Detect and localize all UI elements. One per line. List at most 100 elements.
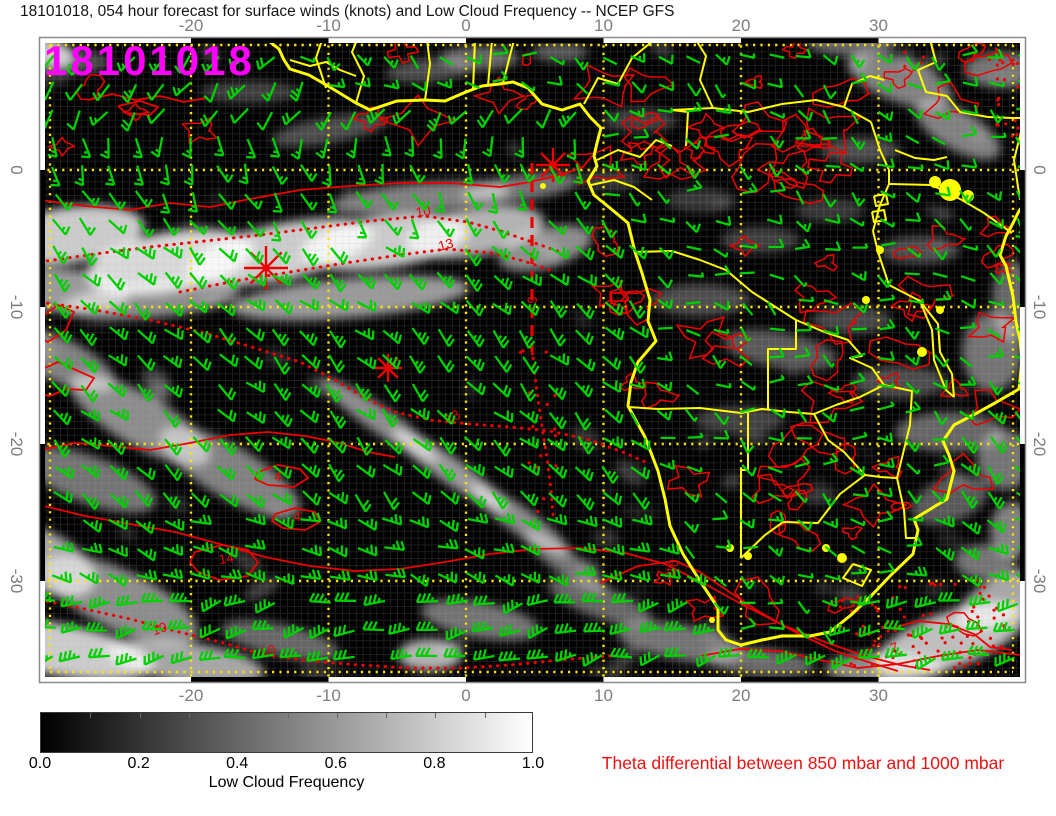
wind-barb [223,648,246,660]
wind-barb [994,653,1016,668]
wind-barb [192,329,213,344]
wind-barb [987,465,1005,485]
wind-barb [959,356,973,368]
wind-barb [851,564,868,575]
wind-barb [494,465,514,479]
wind-barb [404,136,415,158]
wind-barb [851,327,868,331]
wind-barb [187,192,199,213]
wind-barb [290,138,303,160]
wind-barb [821,597,838,608]
red-contour-squiggle [980,243,1014,269]
wind-barb [628,355,647,374]
wind-barb [203,82,219,103]
red-dot [996,98,1000,102]
wind-barb [941,649,964,662]
bottom-axis-tick-label: 20 [731,686,751,705]
red-dot [906,633,910,637]
wind-barb [663,620,686,632]
red-contour-squiggle [781,40,808,60]
top-axis-tick-label: -10 [316,16,341,35]
red-contour-squiggle [827,382,858,404]
wind-barb [628,300,646,319]
wind-barb [768,511,785,522]
wind-barb [256,111,274,131]
wind-barb [713,328,730,335]
colorbar-tick [188,713,190,718]
wind-barb [884,647,907,659]
red-dot [545,402,549,407]
red-dot [911,644,915,649]
wind-barb [685,138,702,150]
red-dot [979,629,983,633]
red-contour-squiggle [618,372,645,392]
colorbar-tick-label: 0.2 [127,755,150,772]
wind-barb [411,491,432,506]
wind-barb [383,491,401,511]
wind-barb [686,574,707,587]
wind-barb [988,569,1010,582]
wind-barb [272,273,292,287]
wind-barb [465,571,486,585]
bottom-axis-tick-label: 0 [461,686,471,705]
country-border [917,40,948,97]
red-dot [991,644,996,648]
wind-barb [65,56,82,76]
wind-barb [692,623,715,636]
wind-barb [229,107,249,124]
wind-barb [849,406,865,412]
wind-barb [632,492,651,510]
cloud-wisp [341,185,354,196]
top-axis-tick-label: -20 [178,16,204,35]
top-axis-tick-label: 20 [731,16,751,35]
wind-barb [388,622,410,636]
wind-barb [850,54,866,69]
colorbar-tick-labels: 0.0 0.2 0.4 0.6 0.8 1.0 [29,755,544,773]
wind-barb [410,407,430,421]
wind-barb [436,220,456,238]
wind-barb [164,518,185,532]
wind-barb [167,619,190,630]
wind-barb [354,328,375,341]
wind-barb [986,244,1002,258]
wind-barb [356,407,376,421]
wind-barb [713,601,730,616]
wind-barb [108,219,128,235]
wind-barb [271,165,289,186]
wind-barb [494,355,513,373]
wind-barb [385,567,407,579]
red-contour-squiggle [121,102,152,122]
wind-barb [768,347,785,359]
cloud-blob [523,531,607,593]
wind-barb [742,302,754,316]
cloud-wisp [593,528,620,549]
wind-barb [769,574,786,586]
wind-barb [574,191,592,210]
red-contour [270,507,322,531]
wind-barb [960,462,981,477]
country-border [870,121,890,232]
wind-barb [411,301,432,315]
cloud-wisp [858,444,876,462]
wind-barb [714,84,727,99]
red-dot [902,615,906,619]
wind-barb [162,354,183,369]
wind-barb [575,565,597,577]
wind-barb [87,647,110,659]
wind-barb [632,514,653,526]
wind-barb [381,136,392,157]
wind-barb [849,372,866,385]
wind-barb [148,54,167,73]
wind-barb [988,81,1005,88]
contour-label: 4 [293,509,301,524]
wind-barb [192,355,212,372]
wind-barb [493,410,514,423]
wind-barb [821,411,838,423]
wind-barb [989,436,1008,454]
wind-barb [851,72,868,85]
wind-barb [329,410,347,429]
cloud-wisp [802,487,837,505]
wind-barb [519,410,539,424]
wind-barb [465,80,480,90]
colorbar-tick [238,713,240,718]
